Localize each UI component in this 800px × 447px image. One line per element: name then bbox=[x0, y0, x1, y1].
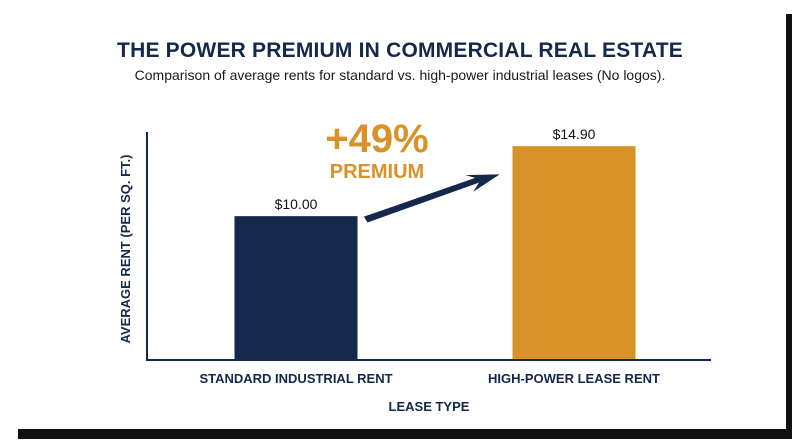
bar-value-label: $10.00 bbox=[275, 196, 318, 212]
chart-title: THE POWER PREMIUM IN COMMERCIAL REAL EST… bbox=[117, 39, 683, 62]
x-tick-label: HIGH-POWER LEASE RENT bbox=[488, 371, 660, 386]
slide: THE POWER PREMIUM IN COMMERCIAL REAL EST… bbox=[14, 9, 786, 429]
chart-subtitle: Comparison of average rents for standard… bbox=[134, 67, 666, 83]
premium-label: PREMIUM bbox=[330, 161, 424, 183]
premium-percent: +49% bbox=[325, 117, 428, 161]
premium-arrow bbox=[360, 171, 509, 226]
bar-high-power bbox=[512, 146, 636, 359]
x-axis-label: LEASE TYPE bbox=[389, 399, 470, 414]
bars-layer: $10.00 STANDARD INDUSTRIAL RENT $14.90 HIGH… bbox=[199, 126, 660, 386]
bar-value-label: $14.90 bbox=[553, 126, 596, 142]
bar-standard bbox=[234, 216, 358, 359]
x-tick-label: STANDARD INDUSTRIAL RENT bbox=[199, 371, 392, 386]
chart-plot: AVERAGE RENT (PER SQ. FT.) LEASE TYPE $1… bbox=[118, 117, 711, 414]
y-axis-label: AVERAGE RENT (PER SQ. FT.) bbox=[118, 155, 133, 344]
